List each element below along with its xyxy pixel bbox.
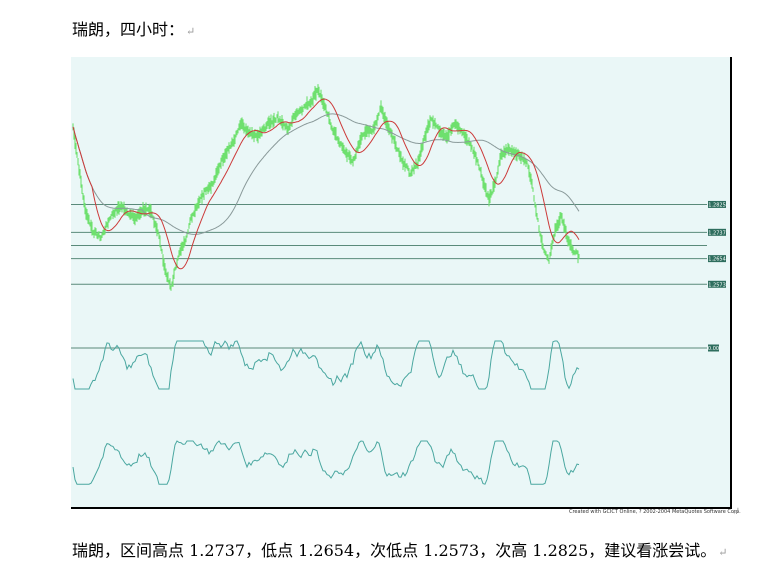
fast-ma-line bbox=[72, 98, 580, 270]
heading-text: 瑞朗，四小时： ↵ bbox=[72, 16, 195, 40]
chart-canvas: 1.2825 1.2737 1.2654 1.2573 0.00 bbox=[71, 84, 726, 485]
oscillator-reference-label: 0.00 bbox=[708, 346, 719, 352]
heading-label: 瑞朗，四小时： bbox=[72, 20, 185, 39]
credit-paragraph-mark-icon: ↵ bbox=[731, 505, 741, 518]
oscillator-reference-tag bbox=[708, 344, 719, 352]
level-label-1.2825: 1.2825 bbox=[708, 202, 726, 208]
oscillator-1-line bbox=[72, 340, 580, 390]
summary-text: 瑞朗，区间高点 1.2737，低点 1.2654，次低点 1.2573，次高 1… bbox=[72, 537, 728, 561]
level-label-1.2573: 1.2573 bbox=[708, 282, 726, 288]
level-label-1.2737: 1.2737 bbox=[708, 230, 726, 236]
summary-paragraph-mark-icon: ↵ bbox=[718, 546, 728, 559]
chart-frame: 1.2825 1.2737 1.2654 1.2573 0.00 bbox=[71, 57, 732, 509]
level-tag-1.2737 bbox=[708, 228, 726, 236]
summary-label: 瑞朗，区间高点 1.2737，低点 1.2654，次低点 1.2573，次高 1… bbox=[72, 541, 717, 560]
level-tag-1.2573 bbox=[708, 280, 726, 288]
level-tag-1.2654 bbox=[708, 255, 726, 263]
slow-ma-line bbox=[72, 113, 580, 235]
paragraph-mark-icon: ↵ bbox=[186, 25, 196, 38]
chart-credit: Created with GCICT Online, ? 2002-2004 M… bbox=[569, 509, 741, 515]
level-tag-1.2825 bbox=[708, 200, 726, 208]
level-label-1.2654: 1.2654 bbox=[708, 257, 726, 263]
oscillator-2-line bbox=[72, 440, 580, 485]
